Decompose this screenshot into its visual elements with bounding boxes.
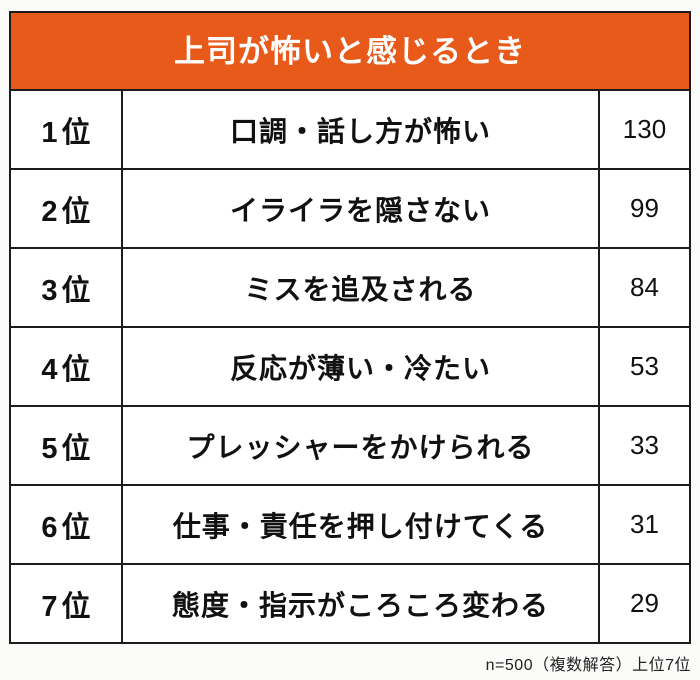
value-cell: 33 <box>630 430 659 460</box>
rank-cell: 1位 <box>11 91 123 168</box>
ranking-table-body: 1位 口調・話し方が怖い 130 2位 イライラを隠さない 99 3位 ミスを追… <box>11 91 689 642</box>
rank-cell: 2位 <box>11 170 123 247</box>
table-row: 2位 イライラを隠さない 99 <box>11 170 689 249</box>
value-cell: 29 <box>630 588 659 618</box>
rank-cell: 4位 <box>11 328 123 405</box>
page-title: 上司が怖いと感じるとき <box>174 33 526 69</box>
rank-cell: 3位 <box>11 249 123 326</box>
footnote: n=500（複数解答）上位7位 <box>485 657 691 674</box>
item-cell: 口調・話し方が怖い <box>123 91 600 168</box>
ranking-table: 上司が怖いと感じるとき 1位 口調・話し方が怖い 130 2位 イライラを隠さな… <box>9 11 691 644</box>
title-banner: 上司が怖いと感じるとき <box>11 13 689 91</box>
rank-cell: 7位 <box>11 565 123 642</box>
value-cell: 53 <box>630 351 659 381</box>
table-row: 7位 態度・指示がころころ変わる 29 <box>11 565 689 642</box>
item-cell: 反応が薄い・冷たい <box>123 328 600 405</box>
value-cell: 31 <box>630 509 659 539</box>
item-cell: イライラを隠さない <box>123 170 600 247</box>
table-row: 1位 口調・話し方が怖い 130 <box>11 91 689 170</box>
value-cell: 99 <box>630 193 659 223</box>
item-cell: 仕事・責任を押し付けてくる <box>123 486 600 563</box>
table-row: 3位 ミスを追及される 84 <box>11 249 689 328</box>
value-cell: 84 <box>630 272 659 302</box>
value-cell: 130 <box>622 114 667 144</box>
table-row: 5位 プレッシャーをかけられる 33 <box>11 407 689 486</box>
item-cell: 態度・指示がころころ変わる <box>123 565 600 642</box>
rank-cell: 5位 <box>11 407 123 484</box>
item-cell: ミスを追及される <box>123 249 600 326</box>
table-row: 4位 反応が薄い・冷たい 53 <box>11 328 689 407</box>
rank-cell: 6位 <box>11 486 123 563</box>
item-cell: プレッシャーをかけられる <box>123 407 600 484</box>
table-row: 6位 仕事・責任を押し付けてくる 31 <box>11 486 689 565</box>
